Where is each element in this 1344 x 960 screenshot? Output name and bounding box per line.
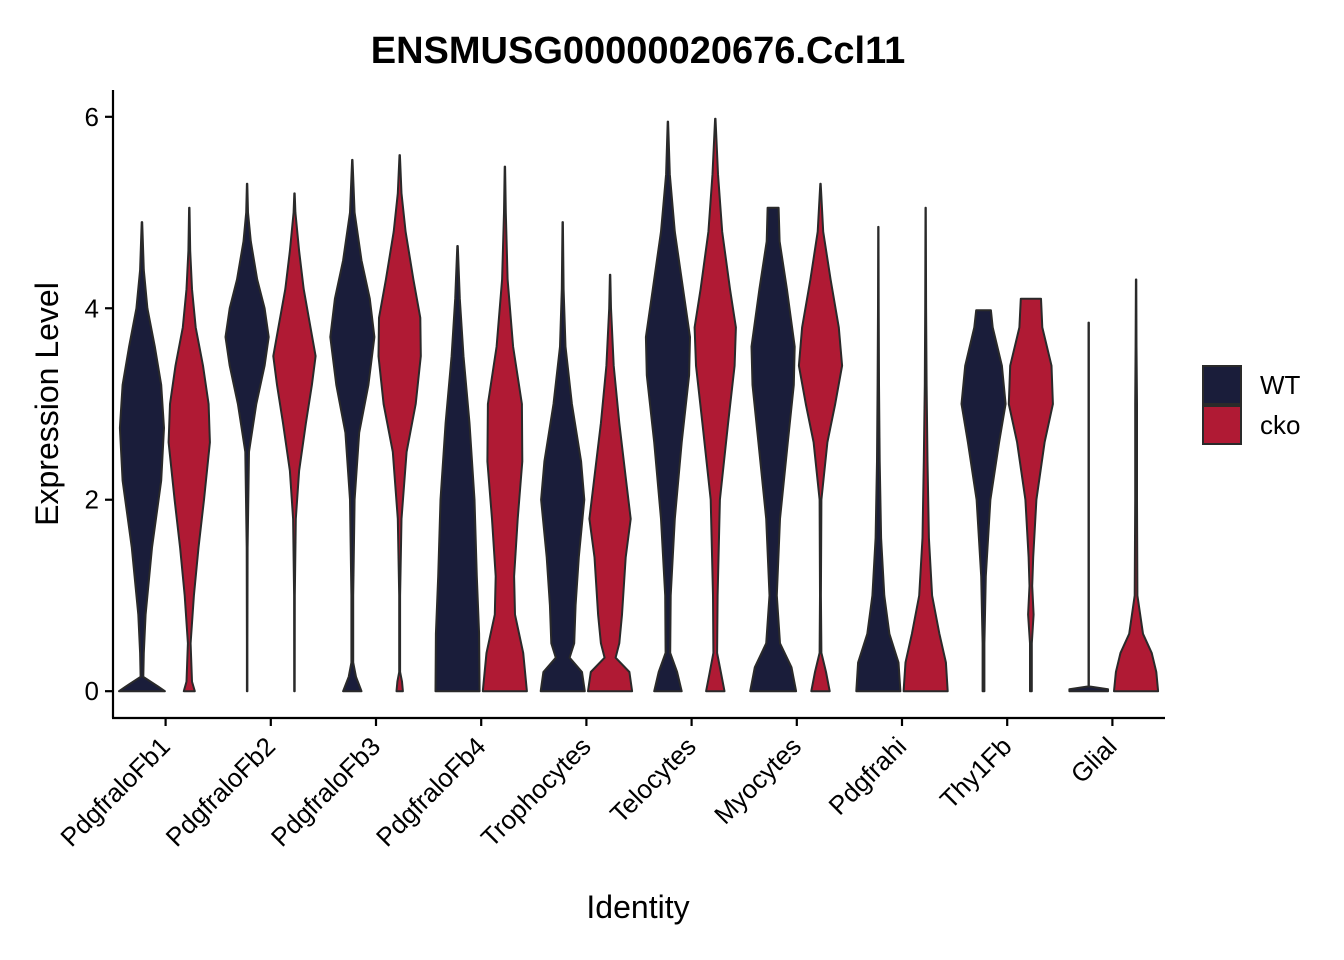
legend-label-WT: WT bbox=[1260, 370, 1301, 400]
violin-cko-PdgfraloFb4 bbox=[481, 165, 528, 693]
violin-cko-PdgfraloFb2 bbox=[272, 192, 317, 693]
y-tick-label: 4 bbox=[85, 293, 99, 323]
legend-label-cko: cko bbox=[1260, 410, 1300, 440]
violin-WT-PdgfraloFb2 bbox=[224, 182, 270, 693]
y-tick-label: 6 bbox=[85, 102, 99, 132]
x-tick-label: Glial bbox=[1065, 731, 1123, 789]
x-tick-label: Thy1Fb bbox=[934, 731, 1018, 815]
x-axis-title: Identity bbox=[586, 889, 689, 925]
x-tick-label: PdgfraloFb2 bbox=[160, 731, 281, 852]
violin-cko-Glial bbox=[1113, 278, 1160, 693]
legend-swatch-WT bbox=[1202, 365, 1242, 405]
violin-WT-Pdgfrahi bbox=[855, 225, 902, 693]
violin-layer bbox=[118, 117, 1160, 693]
violin-cko-Trophocytes bbox=[587, 273, 634, 693]
violin-WT-PdgfraloFb3 bbox=[329, 158, 376, 693]
legend-swatch-cko bbox=[1202, 405, 1242, 445]
x-tick-label: Pdgfrahi bbox=[823, 731, 913, 821]
x-axis-ticks: PdgfraloFb1PdgfraloFb2PdgfraloFb3Pdgfral… bbox=[54, 718, 1123, 853]
legend: WT cko bbox=[1202, 365, 1301, 445]
violin-cko-Myocytes bbox=[797, 182, 844, 693]
violin-WT-PdgfraloFb1 bbox=[118, 221, 166, 693]
violin-cko-Telocytes bbox=[693, 117, 737, 693]
violin-cko-Thy1Fb bbox=[1007, 297, 1054, 693]
x-tick-label: Telocytes bbox=[604, 731, 702, 829]
violin-cko-PdgfraloFb1 bbox=[167, 206, 211, 693]
violin-cko-PdgfraloFb3 bbox=[377, 154, 422, 693]
y-tick-label: 2 bbox=[85, 485, 99, 515]
x-tick-label: Myocytes bbox=[708, 731, 807, 830]
x-tick-label: Trophocytes bbox=[475, 731, 597, 853]
x-tick-label: PdgfraloFb4 bbox=[370, 731, 491, 852]
y-axis-title: Expression Level bbox=[29, 282, 65, 526]
x-tick-label: PdgfraloFb1 bbox=[54, 731, 175, 852]
violin-WT-Telocytes bbox=[644, 120, 691, 693]
chart-title: ENSMUSG00000020676.Ccl11 bbox=[371, 30, 905, 72]
y-tick-label: 0 bbox=[85, 676, 99, 706]
violin-WT-Myocytes bbox=[749, 206, 798, 693]
y-axis-ticks: 0 2 4 6 bbox=[85, 102, 113, 706]
violin-cko-Pdgfrahi bbox=[902, 206, 949, 693]
violin-WT-Thy1Fb bbox=[960, 309, 1007, 693]
violin-WT-Trophocytes bbox=[539, 221, 586, 693]
violin-WT-Glial bbox=[1068, 321, 1109, 693]
violin-WT-PdgfraloFb4 bbox=[434, 245, 481, 693]
x-tick-label: PdgfraloFb3 bbox=[265, 731, 386, 852]
